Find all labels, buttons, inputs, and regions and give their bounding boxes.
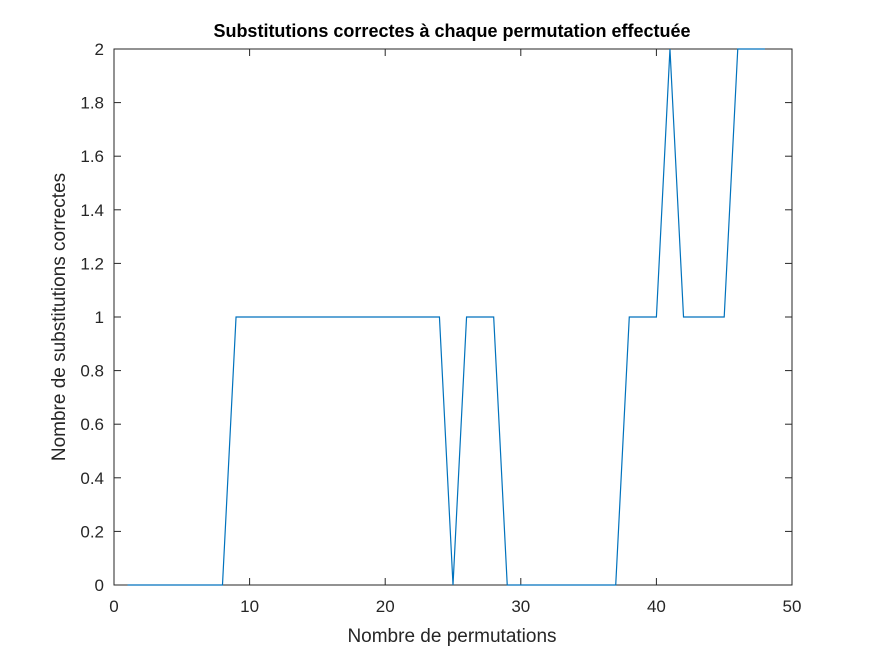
x-axis: 0 10 20 30 40 50 xyxy=(109,49,801,616)
y-tick-label: 1.6 xyxy=(80,147,104,166)
y-axis-label: Nombre de substitutions correctes xyxy=(49,173,70,461)
y-tick-label: 0.2 xyxy=(80,522,104,541)
y-tick-label: 2 xyxy=(95,40,104,59)
x-tick-label: 30 xyxy=(511,597,530,616)
series-layer xyxy=(127,48,765,586)
y-tick-label: 0.4 xyxy=(80,469,104,488)
y-tick-label: 0.8 xyxy=(80,362,104,381)
y-tick-label: 1.8 xyxy=(80,94,104,113)
x-tick-label: 40 xyxy=(647,597,666,616)
y-tick-label: 1.4 xyxy=(80,201,104,220)
x-tick-label: 20 xyxy=(376,597,395,616)
x-tick-label: 50 xyxy=(783,597,802,616)
chart-title: Substitutions correctes à chaque permuta… xyxy=(213,21,690,41)
y-tick-label: 1 xyxy=(95,308,104,327)
x-tick-label: 10 xyxy=(240,597,259,616)
y-tick-label: 1.2 xyxy=(80,254,104,273)
series-line xyxy=(127,48,765,586)
x-tick-label: 0 xyxy=(109,597,118,616)
y-tick-label: 0.6 xyxy=(80,415,104,434)
y-tick-label: 0 xyxy=(95,576,104,595)
x-axis-label: Nombre de permutations xyxy=(347,626,556,647)
y-axis: 0 0.2 0.4 0.6 0.8 1 1.2 1.4 1.6 1.8 2 xyxy=(80,40,792,595)
